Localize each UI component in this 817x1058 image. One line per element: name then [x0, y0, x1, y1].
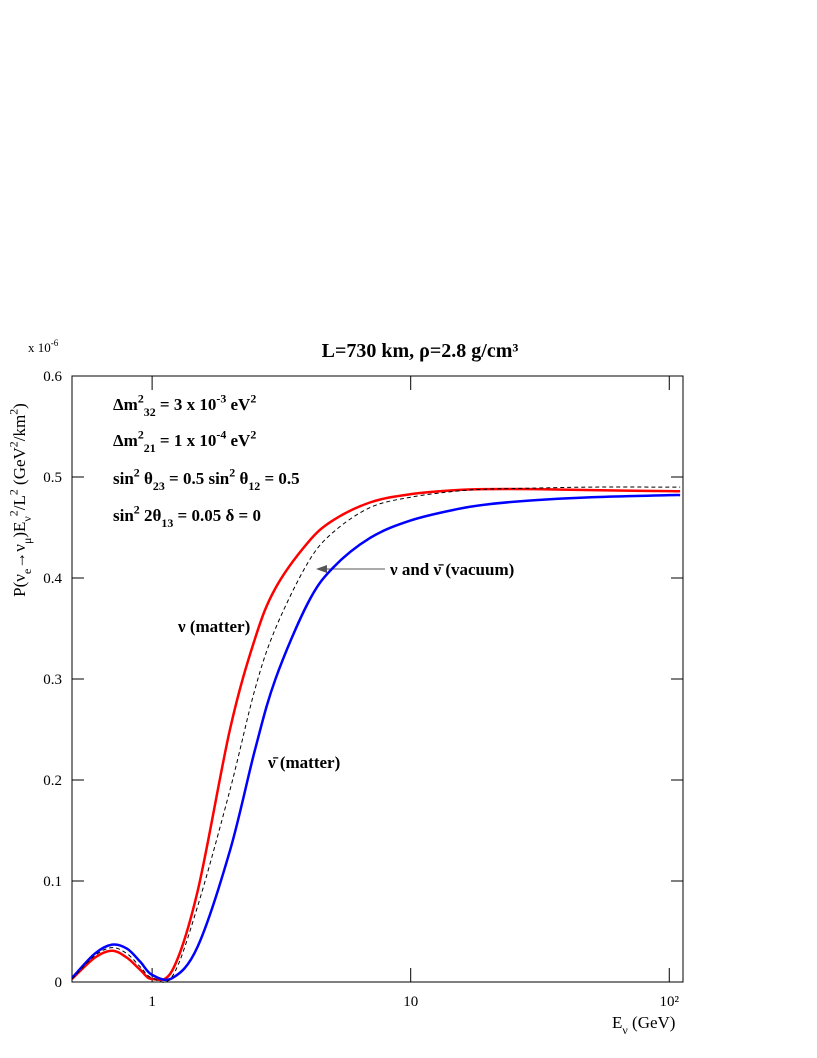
text-part: θ: [235, 469, 248, 488]
x-axis-label: Eν (GeV): [612, 1013, 675, 1037]
text-part: 2: [6, 489, 20, 495]
text-part: Δm: [113, 431, 138, 450]
text-part: 2: [6, 441, 20, 447]
text-part: /L: [10, 495, 29, 510]
text-part: ν: [622, 1023, 628, 1037]
text-part: 2: [134, 502, 140, 516]
text-part: -4: [216, 427, 226, 441]
text-part: = 0.5: [260, 469, 299, 488]
text-part: )E: [10, 522, 29, 538]
text-part: ν and ν̄ (vacuum): [389, 560, 514, 579]
text-part: →ν: [10, 544, 29, 569]
y-tick-label: 0.5: [43, 470, 62, 486]
text-part: 21: [144, 441, 156, 455]
text-part: sin: [113, 469, 134, 488]
text-part: E: [612, 1013, 622, 1032]
annotation: sin2 θ23 = 0.5 sin2 θ12 = 0.5: [113, 465, 300, 493]
y-tick-label: 0.1: [43, 874, 62, 890]
chart-title: L=730 km, ρ=2.8 g/cm³: [322, 340, 519, 362]
text-part: Δm: [113, 395, 138, 414]
text-part: 2: [134, 465, 140, 479]
annotation: ν̄ (matter): [267, 753, 340, 772]
annotation: sin2 2θ13 = 0.05 δ = 0: [113, 502, 261, 530]
x-tick-label: 1: [148, 994, 156, 1010]
text-part: 12: [248, 479, 260, 493]
text-part: = 1 x 10: [156, 431, 217, 450]
text-part: 13: [161, 516, 173, 530]
text-part: (GeV: [10, 446, 29, 489]
text-part: (GeV): [628, 1013, 676, 1032]
text-part: 2: [6, 409, 20, 415]
curve: [71, 493, 681, 982]
annotation: Δm232 = 3 x 10-3 eV2: [113, 391, 256, 419]
text-part: -3: [216, 391, 226, 405]
text-part: μ: [20, 538, 34, 544]
text-part: ν (matter): [177, 617, 250, 636]
text-part: 2θ: [140, 506, 162, 525]
y-tick-label: 0.4: [43, 571, 62, 587]
text-part: 2: [6, 510, 20, 516]
text-part: eV: [226, 431, 251, 450]
text-part: θ: [140, 469, 153, 488]
text-part: ν̄ (matter): [267, 753, 340, 772]
text-part: -6: [51, 338, 59, 348]
y-tick-label: 0.3: [43, 672, 62, 688]
text-part: = 3 x 10: [156, 395, 217, 414]
text-part: 2: [250, 427, 256, 441]
annotation: Δm221 = 1 x 10-4 eV2: [113, 427, 256, 455]
annotation: ν and ν̄ (vacuum): [389, 560, 514, 579]
curve: [71, 487, 681, 982]
text-part: = 0.5 sin: [165, 469, 230, 488]
curve: [71, 486, 681, 983]
text-part: sin: [113, 506, 134, 525]
text-part: eV: [226, 395, 251, 414]
text-part: 2: [138, 427, 144, 441]
text-part: 2: [229, 465, 235, 479]
x-tick-label: 10: [403, 994, 418, 1010]
arrow-head: [316, 565, 327, 573]
y-tick-label: 0.2: [43, 773, 62, 789]
text-part: = 0.05 δ = 0: [173, 506, 261, 525]
text-part: 2: [250, 391, 256, 405]
text-part: ν: [20, 516, 34, 522]
text-part: /km: [10, 415, 29, 441]
text-part: 2: [138, 391, 144, 405]
text-part: 32: [144, 405, 156, 419]
y-tick-label: 0: [55, 975, 63, 991]
text-part: e: [20, 569, 34, 574]
y-multiplier: x 10-6: [28, 338, 59, 355]
annotation: ν (matter): [177, 617, 250, 636]
text-part: P(ν: [10, 574, 29, 597]
text-part: x 10: [28, 340, 51, 355]
plot-frame: [71, 375, 684, 983]
x-tick-label: 10²: [660, 994, 680, 1010]
text-part: 23: [153, 479, 165, 493]
y-tick-label: 0.6: [43, 369, 62, 385]
y-axis-label: P(νe→νμ)Eν2/L2 (GeV2/km2): [6, 403, 34, 597]
text-part: ): [10, 403, 29, 409]
